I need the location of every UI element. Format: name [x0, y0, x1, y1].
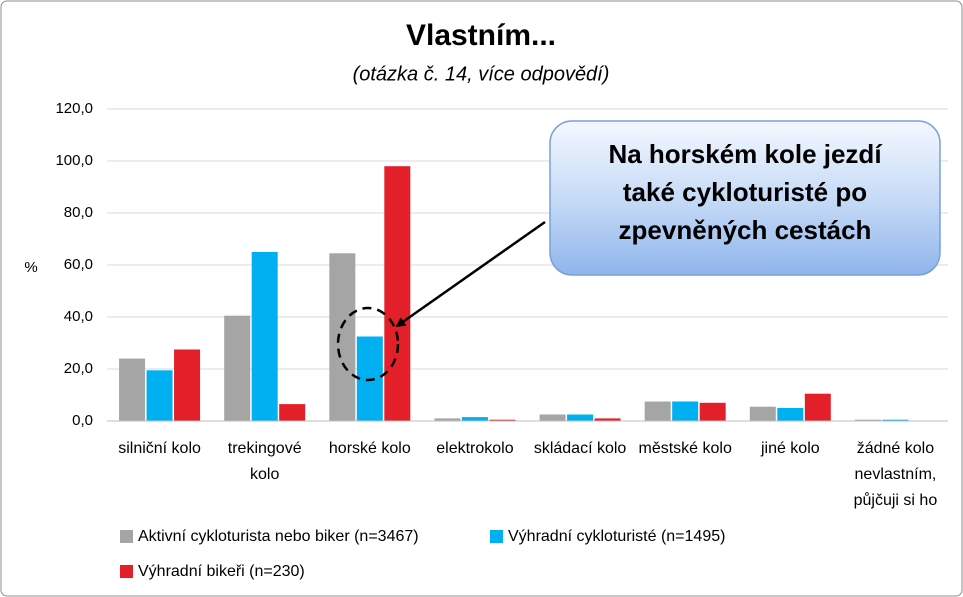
- legend-label: Výhradní bikeři (n=230): [138, 563, 305, 580]
- bar: [251, 252, 278, 421]
- bar: [119, 358, 146, 421]
- bar: [224, 315, 251, 421]
- chart-subtitle: (otázka č. 14, více odpovědí): [353, 63, 610, 85]
- callout-text: zpevněných cestách: [619, 215, 872, 245]
- legend-swatch: [120, 565, 133, 578]
- legend-swatch: [120, 530, 133, 543]
- bar: [329, 253, 356, 421]
- bar: [749, 406, 776, 421]
- x-tick-label: trekingové kolo: [228, 440, 302, 483]
- callout-text: také cykloturisté po: [623, 177, 867, 207]
- legend-label: Výhradní cykloturisté (n=1495): [508, 528, 725, 545]
- x-tick-label: městské kolo: [639, 440, 732, 457]
- bar: [461, 417, 488, 421]
- y-tick-label: 40,0: [64, 308, 93, 325]
- bar: [804, 393, 831, 421]
- annotation: Na horském kole jezdí také cykloturisté p…: [336, 120, 941, 382]
- y-tick-label: 80,0: [64, 204, 93, 221]
- y-tick-label: 0,0: [72, 412, 93, 429]
- x-tick-label: elektrokolo: [436, 440, 513, 457]
- bar: [174, 349, 201, 421]
- y-tick-label: 100,0: [55, 152, 93, 169]
- y-tick-label: 60,0: [64, 256, 93, 273]
- x-tick-label: silniční kolo: [118, 440, 201, 457]
- bar: [279, 404, 306, 421]
- x-tick-label: jiné kolo: [760, 440, 820, 457]
- callout-box: [549, 120, 941, 276]
- bar: [699, 402, 726, 421]
- bar: [489, 419, 516, 421]
- bar: [434, 418, 461, 421]
- bar: [539, 414, 566, 421]
- bar: [882, 419, 909, 421]
- x-tick-label: skládací kolo: [534, 440, 627, 457]
- y-axis-label: %: [24, 259, 37, 276]
- bar: [567, 414, 594, 421]
- y-tick-label: 120,0: [55, 100, 93, 117]
- highlight-ellipse: [336, 306, 400, 382]
- bar: [594, 418, 621, 421]
- bar: [146, 370, 173, 421]
- legend-label: Aktivní cykloturista nebo biker (n=3467): [138, 528, 419, 545]
- bar: [384, 166, 411, 421]
- bar: [854, 419, 881, 421]
- y-tick-label: 20,0: [64, 360, 93, 377]
- x-tick-label: žádné kolo nevlastním, půjčuji si ho: [854, 440, 938, 509]
- arrow: [395, 220, 546, 328]
- plot: 0,0 20,0 40,0 60,0 80,0 100,0 120,0 silniční ko…: [55, 100, 948, 509]
- bar: [777, 408, 804, 421]
- bar: [672, 401, 699, 421]
- legend-swatch: [490, 530, 503, 543]
- chart-title: Vlastním...: [406, 19, 556, 52]
- x-tick-label: horské kolo: [329, 440, 411, 457]
- bar: [644, 401, 671, 421]
- callout-text: Na horském kole jezdí: [608, 139, 882, 169]
